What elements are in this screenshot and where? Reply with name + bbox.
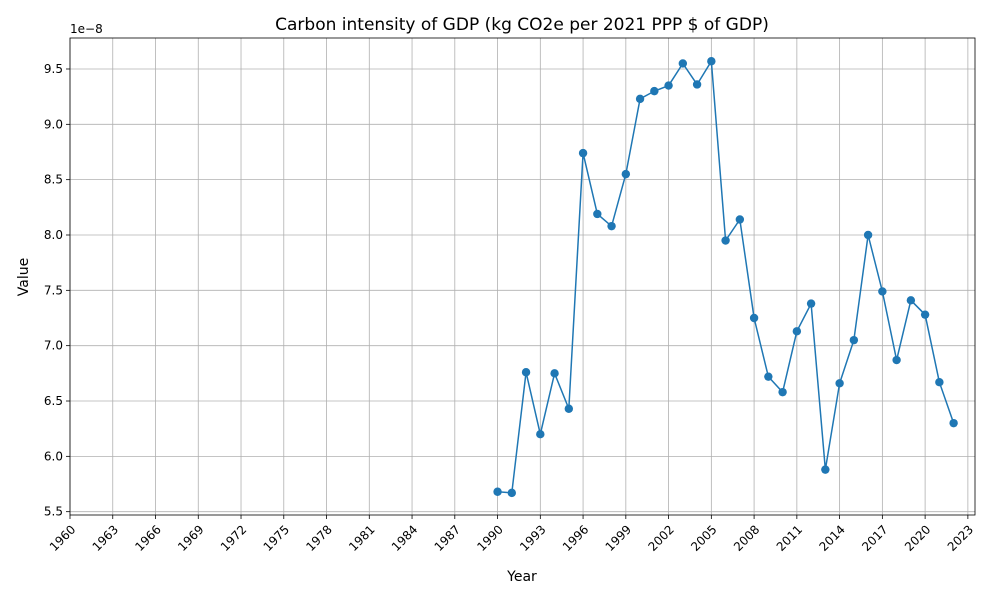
data-point <box>792 327 802 336</box>
y-axis-title: Value <box>16 258 32 296</box>
data-point <box>935 377 944 387</box>
data-point <box>806 299 816 308</box>
data-point <box>678 59 688 68</box>
data-point <box>906 296 916 305</box>
data-point <box>564 404 574 413</box>
data-point <box>536 430 545 439</box>
data-point <box>607 221 616 231</box>
data-point <box>949 418 958 428</box>
data-point <box>664 81 673 90</box>
y-tick-label: 8.0 <box>44 228 63 242</box>
data-point <box>493 487 502 496</box>
data-point <box>735 215 745 224</box>
y-tick-label: 7.5 <box>44 283 63 297</box>
data-point <box>920 310 930 319</box>
y-tick-label: 9.5 <box>44 62 63 76</box>
data-point <box>764 372 773 381</box>
data-point <box>692 80 702 89</box>
x-axis-title: Year <box>506 569 537 585</box>
data-point <box>621 169 631 179</box>
data-point <box>878 287 887 296</box>
y-tick-label: 9.0 <box>44 117 63 131</box>
data-point <box>849 335 859 345</box>
data-point <box>578 148 588 158</box>
data-point <box>650 86 659 96</box>
data-point <box>778 387 787 397</box>
data-point <box>749 313 759 323</box>
y-tick-label: 8.5 <box>44 173 63 187</box>
data-point <box>593 209 602 219</box>
data-point <box>821 465 830 474</box>
data-point <box>521 368 531 377</box>
y-axis-offset-label: 1e−8 <box>70 22 103 36</box>
data-point <box>635 94 645 104</box>
data-points <box>493 57 958 498</box>
chart-title: Carbon intensity of GDP (kg CO2e per 202… <box>275 15 769 35</box>
data-point <box>892 355 901 365</box>
data-point <box>863 230 873 240</box>
data-point <box>835 379 844 388</box>
y-tick-label: 5.5 <box>44 505 63 519</box>
y-tick-label: 6.0 <box>44 449 63 463</box>
y-tick-label: 6.5 <box>44 394 63 408</box>
y-tick-label: 7.0 <box>44 339 63 353</box>
plot-frame <box>69 37 976 516</box>
data-point <box>721 236 730 245</box>
data-point <box>707 57 716 66</box>
data-point <box>550 369 559 378</box>
data-point <box>507 488 517 498</box>
